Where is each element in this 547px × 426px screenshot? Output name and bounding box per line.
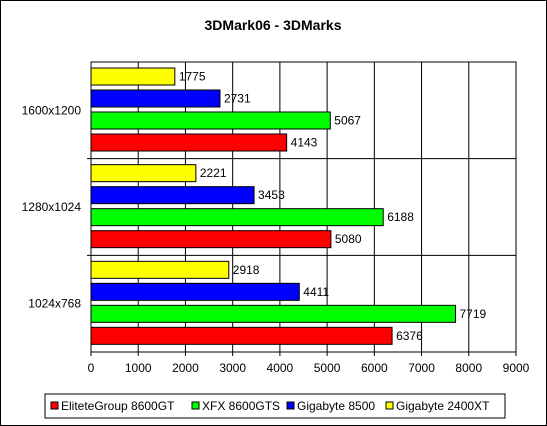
data-label: 4143 <box>291 136 318 150</box>
category-label: 1280x1024 <box>22 200 82 214</box>
bar <box>90 282 300 301</box>
x-tick-label: 7000 <box>408 361 435 375</box>
x-tick-label: 8000 <box>455 361 482 375</box>
data-label: 6188 <box>387 210 414 224</box>
category-label: 1024x768 <box>28 297 81 311</box>
legend-label: XFX 8600GTS <box>202 399 280 413</box>
legend-label: EliteteGroup 8600GT <box>61 399 175 413</box>
bar <box>90 111 331 130</box>
bar <box>90 260 230 279</box>
legend-swatch <box>385 401 394 410</box>
x-tick-label: 3000 <box>219 361 246 375</box>
bar <box>90 230 332 249</box>
legend-swatch <box>50 401 59 410</box>
category-label: 1600x1200 <box>22 103 82 117</box>
data-label: 6376 <box>396 329 423 343</box>
data-label: 4411 <box>303 285 329 299</box>
bar <box>90 208 384 227</box>
x-tick-label: 9000 <box>503 361 530 375</box>
legend-label: Gigabyte 2400XT <box>396 399 490 413</box>
x-tick-label: 1000 <box>125 361 152 375</box>
data-label: 5080 <box>335 232 362 246</box>
bar <box>90 186 255 205</box>
data-label: 2918 <box>233 263 260 277</box>
bar <box>90 89 221 108</box>
bar <box>90 164 197 183</box>
x-tick-label: 6000 <box>361 361 388 375</box>
data-label: 1775 <box>179 70 206 84</box>
data-label: 2221 <box>200 166 227 180</box>
x-tick-label: 2000 <box>172 361 199 375</box>
legend <box>44 393 506 419</box>
x-tick-label: 0 <box>88 361 95 375</box>
data-label: 7719 <box>460 307 487 321</box>
data-label: 3453 <box>258 188 285 202</box>
plot-area <box>90 61 517 353</box>
bar <box>90 67 176 86</box>
data-label: 5067 <box>334 114 361 128</box>
legend-label: Gigabyte 8500 <box>297 399 375 413</box>
x-tick-label: 5000 <box>314 361 341 375</box>
bar <box>90 304 457 323</box>
bar <box>90 326 393 345</box>
data-label: 2731 <box>224 92 251 106</box>
chart-title: 3DMark06 - 3DMarks <box>205 17 342 33</box>
legend-swatch <box>286 401 295 410</box>
bar <box>90 133 288 152</box>
x-tick-label: 4000 <box>267 361 294 375</box>
legend-swatch <box>191 401 200 410</box>
